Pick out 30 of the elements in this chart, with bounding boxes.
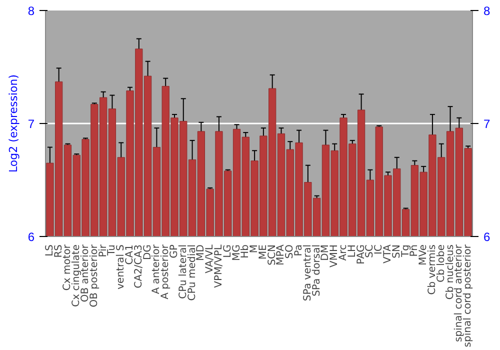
- x-tick-label: LS: [44, 244, 56, 256]
- x-tick-label: CPu lateral: [178, 244, 189, 299]
- y-tick-label: 6: [28, 230, 35, 244]
- x-tick-label: VTA: [382, 244, 394, 264]
- x-tick-label: LH: [346, 244, 358, 258]
- x-tick-label: LG: [222, 244, 234, 258]
- y2-tick-label: 7: [484, 117, 490, 131]
- x-tick-label: MVe: [418, 244, 430, 266]
- y2-tick-label: 6: [484, 230, 490, 244]
- y-axis-title: Log2 (expression): [6, 74, 20, 173]
- x-tick-label: DG: [142, 244, 154, 260]
- x-tick-label: RS: [53, 244, 64, 258]
- x-tick-label: Cb lobe: [436, 244, 447, 282]
- x-tick-label: SCN: [266, 244, 278, 266]
- x-tick-label: SPa dorsal: [311, 244, 322, 296]
- x-tick-label: OB posterior: [88, 244, 100, 308]
- x-tick-label: CA2/CA3: [133, 244, 144, 288]
- x-tick-label: Cb vermis: [426, 244, 438, 295]
- x-tick-label: VPM/VPL: [213, 244, 224, 288]
- x-tick-label: Pa: [294, 244, 305, 256]
- y2-tick-label: 8: [484, 4, 490, 18]
- x-tick-label: A posterior: [160, 244, 172, 300]
- y-tick-label: 8: [28, 4, 35, 18]
- x-tick-label: SPa ventral: [302, 244, 314, 302]
- x-tick-label: Tg: [400, 244, 412, 258]
- x-tick-label: SN: [391, 244, 402, 258]
- x-tick-label: spinal cord posterior: [462, 244, 474, 348]
- x-tick-label: ME: [258, 244, 269, 260]
- y-tick-label: 7: [28, 117, 35, 131]
- x-tick-label: GP: [168, 244, 180, 258]
